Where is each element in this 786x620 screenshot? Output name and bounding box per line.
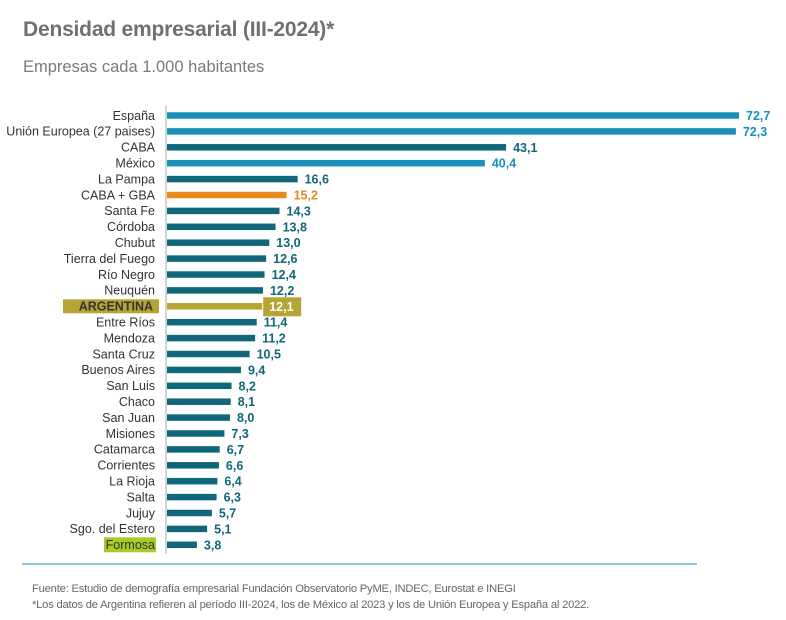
- category-label: San Juan: [102, 411, 155, 425]
- bar-m-xico: [167, 159, 485, 167]
- category-label: Entre Ríos: [96, 316, 155, 330]
- bar-santa-cruz: [167, 350, 250, 358]
- value-label: 8,0: [237, 411, 254, 425]
- value-label: 12,1: [269, 300, 293, 314]
- category-label: Salta: [127, 490, 156, 504]
- category-label: Chubut: [115, 236, 156, 250]
- bar-la-rioja: [167, 477, 218, 485]
- value-label: 12,4: [272, 268, 296, 282]
- category-label: San Luis: [106, 379, 155, 393]
- bar-santa-fe: [167, 207, 280, 215]
- value-label: 15,2: [294, 189, 318, 203]
- bar-uni-n-europea-27-paises-: [167, 128, 736, 135]
- bar-chubut: [167, 239, 270, 246]
- category-label: España: [113, 109, 155, 123]
- category-label: Corrientes: [97, 459, 155, 473]
- category-label: Misiones: [106, 427, 155, 441]
- category-label: Mendoza: [104, 331, 155, 345]
- category-label: Río Negro: [98, 268, 155, 282]
- value-label: 6,6: [226, 459, 243, 473]
- value-label: 40,4: [492, 157, 516, 171]
- chart-title: Densidad empresarial (III-2024)*: [23, 18, 335, 41]
- category-label: Jujuy: [126, 506, 156, 520]
- category-label: CABA + GBA: [81, 188, 156, 202]
- value-label: 6,3: [224, 491, 241, 505]
- category-label: La Pampa: [98, 172, 155, 186]
- value-label: 5,1: [214, 522, 231, 536]
- bar-neuqu-n: [167, 287, 263, 294]
- category-label: Unión Europea (27 paises): [6, 125, 155, 139]
- value-label: 14,3: [287, 204, 311, 218]
- value-label: 8,2: [239, 379, 256, 393]
- value-label: 11,2: [262, 332, 286, 346]
- category-highlight-formosa: [104, 537, 156, 553]
- value-label: 43,1: [513, 141, 537, 155]
- bar-chaco: [167, 398, 231, 405]
- category-label: ARGENTINA: [79, 300, 153, 314]
- category-label: Santa Cruz: [92, 347, 155, 361]
- value-label: 8,1: [238, 395, 255, 409]
- bar-jujuy: [167, 509, 212, 517]
- bar-espa-a: [167, 112, 739, 119]
- category-label: Sgo. del Estero: [70, 522, 156, 536]
- bar-misiones: [167, 430, 225, 437]
- bar-san-luis: [167, 382, 232, 390]
- bar-caba-gba: [167, 191, 287, 199]
- category-label: La Rioja: [109, 475, 155, 489]
- category-label: Buenos Aires: [81, 363, 155, 377]
- category-highlight-argentina: [63, 299, 159, 314]
- category-label: Formosa: [106, 538, 155, 552]
- bar-sgo-del-estero: [167, 525, 208, 533]
- value-label: 9,4: [248, 363, 265, 377]
- value-label: 13,8: [283, 220, 307, 234]
- value-label: 5,7: [219, 507, 236, 521]
- chart-subtitle: Empresas cada 1.000 habitantes: [23, 58, 265, 76]
- value-highlight-argentina: [263, 297, 302, 317]
- category-label: Catamarca: [94, 443, 155, 457]
- category-label: Córdoba: [107, 220, 155, 234]
- value-label: 6,4: [224, 475, 241, 489]
- bar-r-o-negro: [167, 271, 265, 278]
- category-label: Tierra del Fuego: [64, 252, 155, 266]
- bar-mendoza: [167, 334, 256, 342]
- value-label: 6,7: [227, 443, 244, 457]
- bar-tierra-del-fuego: [167, 255, 267, 262]
- value-label: 7,3: [231, 427, 248, 441]
- bar-formosa: [167, 541, 197, 549]
- category-label: México: [115, 157, 155, 171]
- category-label: CABA: [121, 141, 156, 155]
- bar-salta: [167, 493, 217, 501]
- value-label: 72,3: [743, 125, 767, 139]
- value-label: 12,2: [270, 284, 294, 298]
- bar-chart: España 72,7 Unión Europea (27 paises) 72,3 C…: [6, 105, 770, 554]
- bar-la-pampa: [167, 175, 298, 183]
- bar-c-rdoba: [167, 223, 276, 231]
- footer-divider: [22, 563, 697, 565]
- value-label: 12,6: [273, 252, 297, 266]
- bar-corrientes: [167, 462, 219, 469]
- footnote: *Los datos de Argentina refieren al perí…: [32, 599, 590, 611]
- value-label: 16,6: [305, 173, 329, 187]
- bar-san-juan: [167, 414, 230, 421]
- value-label: 11,4: [264, 316, 288, 330]
- category-label: Chaco: [119, 395, 155, 409]
- value-label: 13,0: [276, 236, 300, 250]
- value-label: 3,8: [204, 538, 221, 552]
- bar-buenos-aires: [167, 366, 241, 374]
- category-label: Santa Fe: [104, 204, 155, 218]
- category-label: Neuquén: [104, 284, 155, 298]
- value-label: 72,7: [746, 109, 770, 123]
- bar-catamarca: [167, 446, 220, 453]
- source-note: Fuente: Estudio de demografía empresaria…: [32, 583, 516, 595]
- bar-entre-r-os: [167, 318, 257, 326]
- value-label: 10,5: [257, 348, 281, 362]
- bar-argentina: [167, 303, 263, 310]
- bar-caba: [167, 144, 507, 151]
